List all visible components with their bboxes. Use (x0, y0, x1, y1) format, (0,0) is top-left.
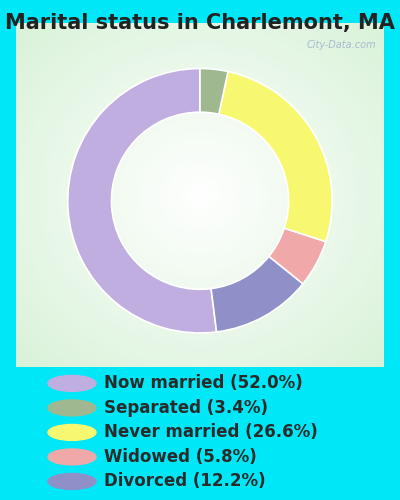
Text: City-Data.com: City-Data.com (307, 40, 377, 50)
Circle shape (48, 424, 96, 440)
Wedge shape (200, 68, 228, 114)
Wedge shape (219, 72, 332, 241)
Circle shape (48, 376, 96, 392)
Text: Widowed (5.8%): Widowed (5.8%) (104, 448, 257, 466)
Wedge shape (211, 256, 303, 332)
Text: Never married (26.6%): Never married (26.6%) (104, 424, 318, 442)
Circle shape (48, 400, 96, 416)
Text: Separated (3.4%): Separated (3.4%) (104, 399, 268, 417)
Wedge shape (269, 228, 326, 284)
Text: Now married (52.0%): Now married (52.0%) (104, 374, 303, 392)
Wedge shape (68, 68, 216, 333)
Text: Marital status in Charlemont, MA: Marital status in Charlemont, MA (5, 12, 395, 32)
Circle shape (48, 474, 96, 490)
Text: Divorced (12.2%): Divorced (12.2%) (104, 472, 266, 490)
Circle shape (48, 449, 96, 465)
